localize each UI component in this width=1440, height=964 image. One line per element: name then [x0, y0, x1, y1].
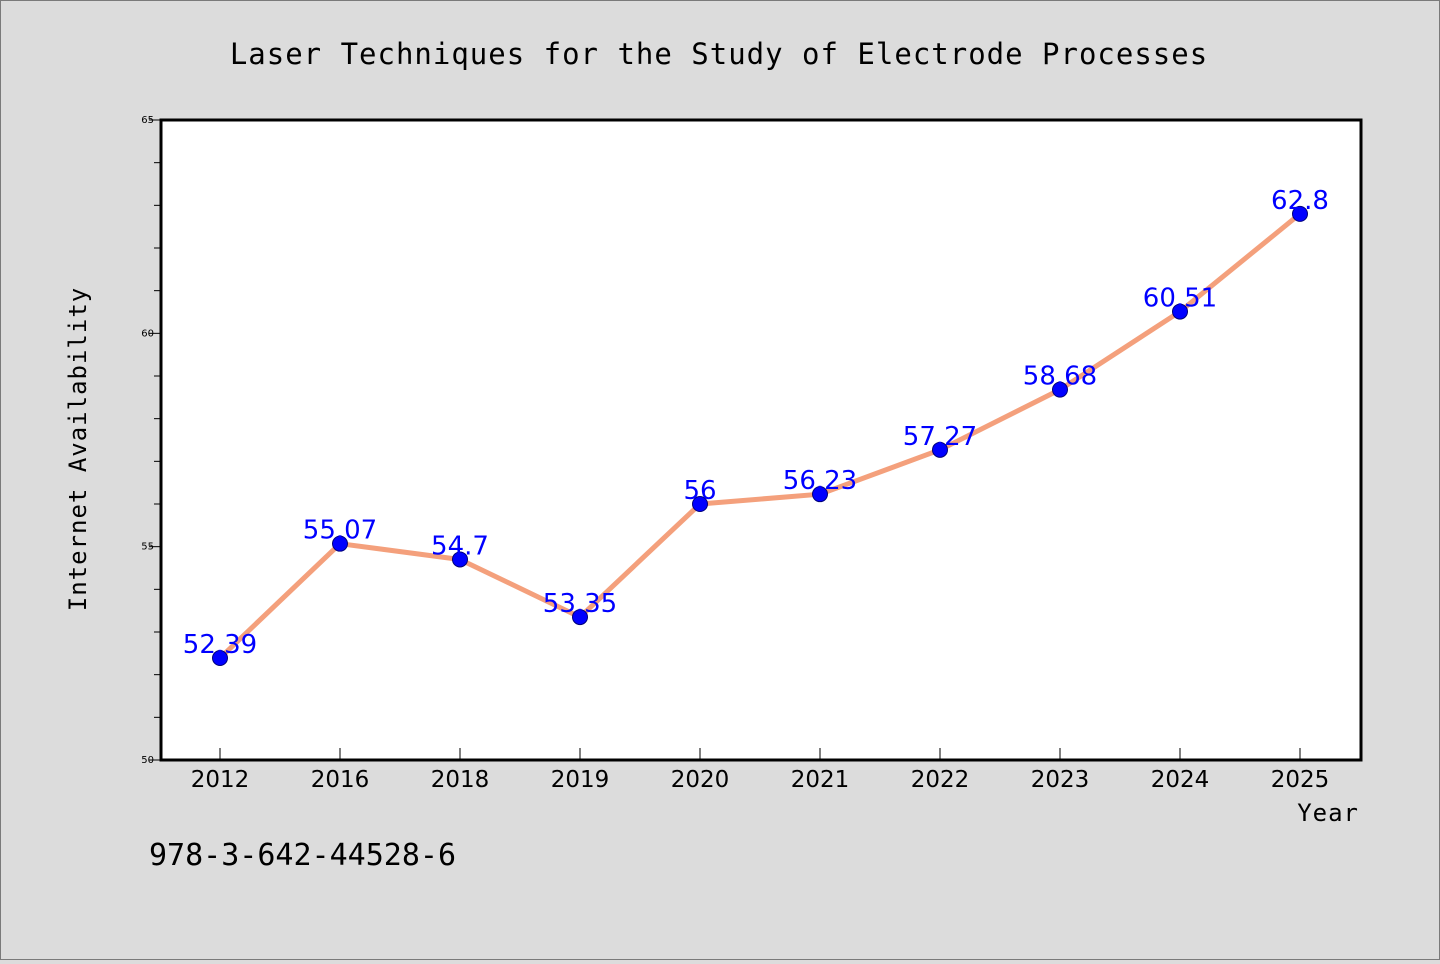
isbn-label: 978-3-642-44528-6: [149, 838, 456, 873]
x-axis: 2012 2016 2018 2019 2020 2021 2022 2023 2024 2025: [191, 748, 1330, 793]
x-tick-label: 2021: [791, 767, 850, 793]
data-label: 53.35: [543, 589, 617, 619]
data-point: [332, 535, 348, 552]
x-tick-label: 2023: [1031, 767, 1090, 793]
y-tick-label: 65: [141, 115, 154, 126]
data-point: [812, 486, 828, 503]
x-tick-label: 2020: [671, 767, 730, 793]
data-label: 57.27: [903, 422, 977, 452]
data-label: 54.7: [431, 531, 489, 561]
data-label: 62.8: [1271, 186, 1329, 216]
x-tick-label: 2022: [911, 767, 970, 793]
x-tick-label: 2025: [1271, 767, 1330, 793]
chart-title: Laser Techniques for the Study of Electr…: [230, 37, 1208, 71]
data-label: 58.68: [1023, 362, 1097, 392]
y-axis-label: Internet Availability: [64, 287, 92, 611]
plot-area: [159, 118, 1363, 762]
data-point: [932, 441, 948, 458]
data-point: [452, 551, 468, 568]
x-tick-label: 2018: [431, 767, 490, 793]
data-label: 56: [683, 476, 716, 506]
x-tick-label: 2019: [551, 767, 610, 793]
data-point: [692, 496, 708, 512]
data-label: 52.39: [183, 630, 257, 660]
y-tick-label: 60: [141, 328, 154, 339]
y-tick-label: 55: [141, 542, 154, 553]
x-axis-label: Year: [1297, 799, 1359, 827]
data-point: [212, 650, 228, 667]
data-point: [1052, 381, 1068, 398]
data-label: 55.07: [303, 516, 377, 546]
data-label: 56.23: [783, 466, 857, 496]
series-layer: 52.39 55.07 54.7 53.35 56 56.23 57.27 58.68 60.5…: [183, 186, 1329, 667]
data-point: [1172, 303, 1188, 320]
x-tick-label: 2012: [191, 767, 250, 793]
x-tick-label: 2016: [311, 767, 370, 793]
y-tick-label: 50: [141, 755, 154, 766]
x-tick-label: 2024: [1151, 767, 1210, 793]
data-point: [1292, 205, 1308, 222]
data-point: [572, 609, 588, 626]
y-axis: 50 55 60 65: [141, 115, 161, 766]
data-label: 60.51: [1143, 284, 1217, 314]
series-line: [218, 211, 1302, 660]
